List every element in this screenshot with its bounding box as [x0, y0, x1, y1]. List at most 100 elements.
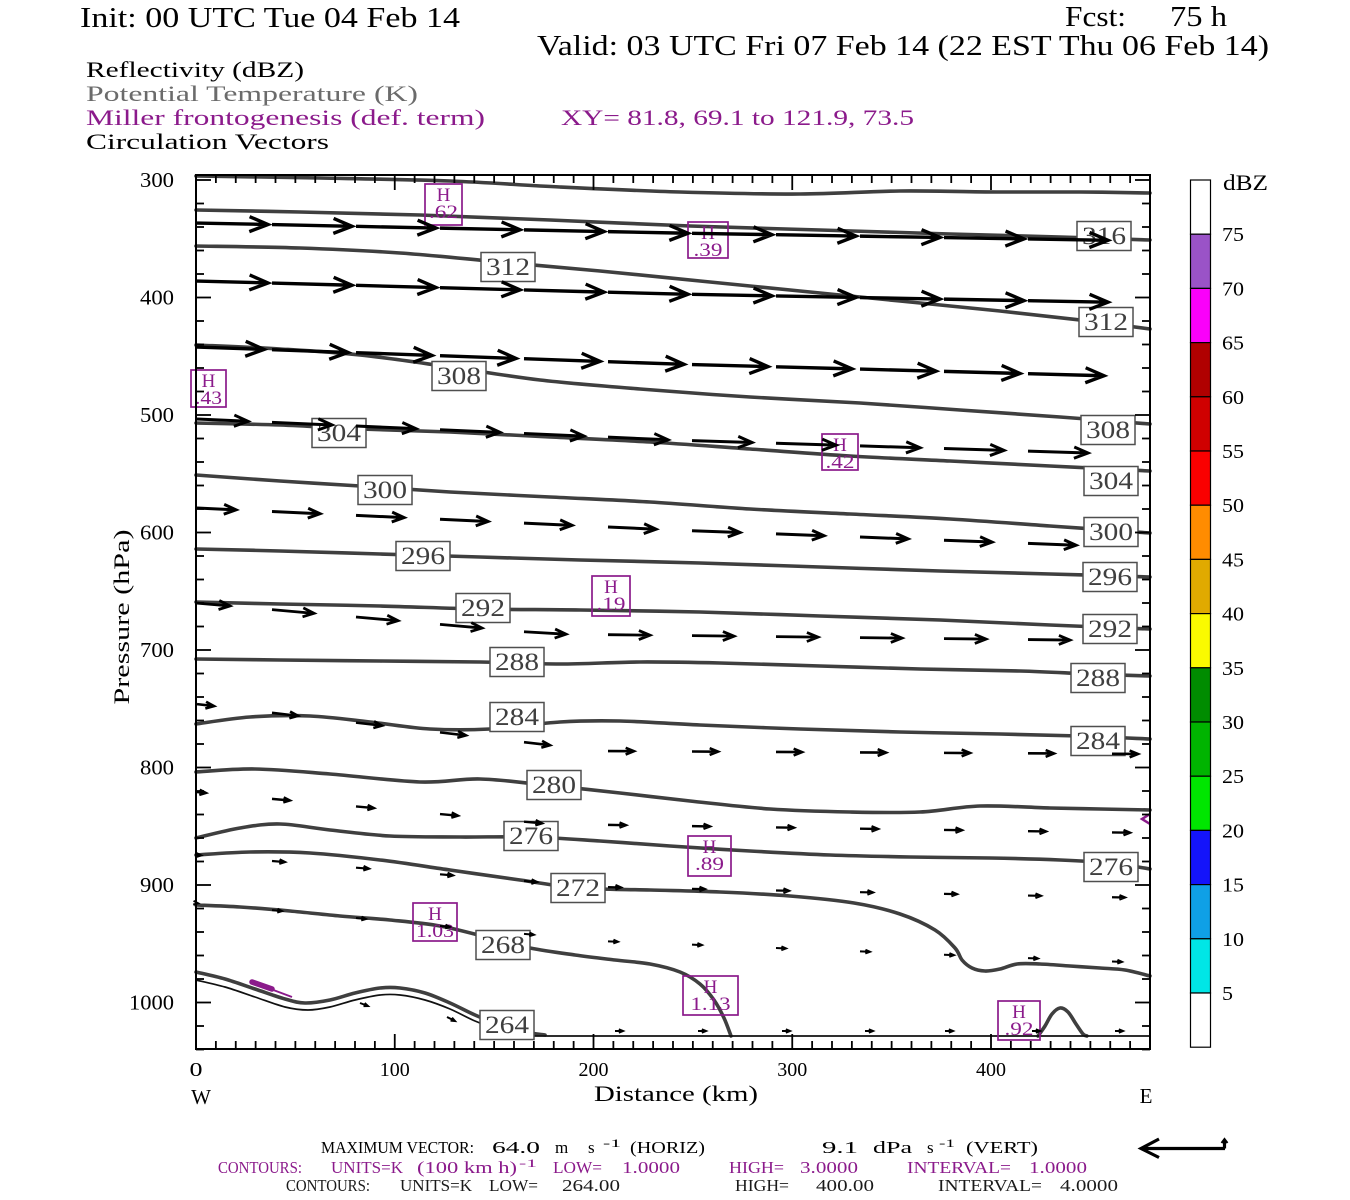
svg-text:Potential Temperature (K): Potential Temperature (K)	[86, 81, 418, 106]
svg-text:.42: .42	[826, 452, 855, 473]
svg-text:H: H	[202, 371, 216, 392]
svg-text:272: 272	[556, 875, 600, 902]
svg-text:dPa: dPa	[873, 1138, 913, 1157]
svg-text:312: 312	[486, 254, 530, 281]
svg-text:400.00: 400.00	[816, 1176, 874, 1195]
svg-text:H: H	[604, 577, 618, 598]
svg-text:312: 312	[1084, 309, 1128, 336]
svg-text:500: 500	[140, 403, 174, 427]
svg-text:9.1: 9.1	[822, 1138, 858, 1157]
svg-text:0: 0	[190, 1059, 203, 1081]
svg-text:3.0000: 3.0000	[800, 1158, 858, 1177]
svg-text:60: 60	[1222, 387, 1244, 409]
svg-text:292: 292	[1088, 616, 1132, 643]
svg-text:H: H	[437, 185, 451, 206]
svg-text:276: 276	[509, 823, 553, 850]
svg-text:300: 300	[1089, 519, 1133, 546]
svg-text:HIGH=: HIGH=	[729, 1158, 784, 1177]
svg-text:UNITS=K: UNITS=K	[331, 1158, 404, 1177]
svg-text:W: W	[191, 1085, 211, 1109]
svg-text:800: 800	[140, 756, 174, 780]
svg-text:15: 15	[1222, 875, 1244, 897]
svg-text:-1: -1	[519, 1156, 537, 1170]
svg-text:(100 km h): (100 km h)	[417, 1158, 517, 1177]
svg-text:Distance (km): Distance (km)	[594, 1081, 758, 1106]
svg-text:.92: .92	[1005, 1019, 1034, 1040]
svg-text:64.0: 64.0	[492, 1138, 540, 1157]
svg-text:H: H	[428, 904, 442, 925]
svg-text:1000: 1000	[129, 991, 174, 1015]
svg-text:100: 100	[380, 1059, 410, 1081]
svg-text:m: m	[555, 1138, 568, 1157]
svg-text:4.0000: 4.0000	[1060, 1176, 1118, 1195]
svg-text:(VERT): (VERT)	[966, 1138, 1038, 1157]
svg-text:65: 65	[1222, 333, 1244, 355]
svg-text:Miller frontogenesis (def. ter: Miller frontogenesis (def. term)	[86, 105, 485, 130]
svg-text:H: H	[833, 435, 847, 456]
svg-text:.89: .89	[695, 854, 724, 875]
svg-text:s: s	[927, 1138, 934, 1157]
svg-text:.43: .43	[195, 388, 222, 409]
svg-text:900: 900	[140, 873, 174, 897]
svg-text:Circulation Vectors: Circulation Vectors	[86, 129, 329, 154]
svg-text:276: 276	[1089, 854, 1133, 881]
svg-text:284: 284	[495, 704, 540, 731]
svg-text:Pressure (hPa): Pressure (hPa)	[109, 530, 134, 705]
svg-text:Init: 00 UTC Tue 04 Feb 14: Init: 00 UTC Tue 04 Feb 14	[80, 2, 461, 34]
svg-text:308: 308	[437, 363, 481, 390]
svg-text:XY= 81.8, 69.1 to 121.9, 73.5: XY= 81.8, 69.1 to 121.9, 73.5	[561, 105, 914, 130]
svg-text:300: 300	[140, 168, 174, 192]
svg-text:292: 292	[461, 595, 505, 622]
svg-text:264: 264	[485, 1012, 530, 1039]
svg-text:700: 700	[140, 638, 174, 662]
svg-text:300: 300	[363, 477, 407, 504]
svg-text:-1: -1	[603, 1136, 621, 1150]
svg-text:268: 268	[481, 932, 525, 959]
svg-text:10: 10	[1222, 929, 1244, 951]
svg-text:296: 296	[401, 543, 445, 570]
svg-text:dBZ: dBZ	[1223, 170, 1268, 195]
svg-text:600: 600	[140, 521, 174, 545]
svg-text:Reflectivity (dBZ): Reflectivity (dBZ)	[86, 57, 304, 82]
svg-text:200: 200	[579, 1059, 609, 1081]
svg-text:400: 400	[976, 1059, 1006, 1081]
svg-text:288: 288	[1076, 665, 1120, 692]
svg-text:MAXIMUM VECTOR:: MAXIMUM VECTOR:	[321, 1138, 474, 1157]
svg-text:H: H	[704, 977, 718, 998]
svg-text:1.03: 1.03	[416, 921, 454, 942]
svg-text:300: 300	[777, 1059, 807, 1081]
svg-text:.39: .39	[694, 240, 723, 261]
svg-text:Valid: 03 UTC Fri 07 Feb 14 (2: Valid: 03 UTC Fri 07 Feb 14 (22 EST Thu …	[537, 30, 1269, 62]
svg-text:45: 45	[1222, 549, 1244, 571]
svg-text:288: 288	[495, 649, 539, 676]
svg-text:5: 5	[1222, 983, 1233, 1005]
svg-text:50: 50	[1222, 495, 1244, 517]
svg-text:INTERVAL=: INTERVAL=	[907, 1158, 1011, 1177]
svg-text:UNITS=K: UNITS=K	[400, 1176, 473, 1195]
svg-text:70: 70	[1222, 278, 1244, 300]
svg-text:30: 30	[1222, 712, 1244, 734]
svg-text:LOW=: LOW=	[489, 1176, 538, 1195]
svg-text:.62: .62	[429, 202, 458, 223]
svg-text:20: 20	[1222, 820, 1244, 842]
svg-text:CONTOURS:: CONTOURS:	[218, 1158, 302, 1177]
svg-text:LOW=: LOW=	[553, 1158, 602, 1177]
svg-text:CONTOURS:: CONTOURS:	[286, 1176, 370, 1195]
svg-text:(HORIZ): (HORIZ)	[630, 1138, 705, 1157]
svg-text:1.0000: 1.0000	[1029, 1158, 1087, 1177]
svg-text:s: s	[588, 1138, 595, 1157]
svg-text:25: 25	[1222, 766, 1244, 788]
svg-text:40: 40	[1222, 604, 1244, 626]
svg-text:Fcst:: Fcst:	[1065, 1, 1126, 33]
svg-text:H: H	[703, 837, 717, 858]
svg-text:280: 280	[532, 772, 576, 799]
svg-text:H: H	[1012, 1002, 1026, 1023]
svg-text:304: 304	[1089, 468, 1134, 495]
svg-text:75: 75	[1222, 224, 1244, 246]
svg-text:308: 308	[1086, 417, 1130, 444]
svg-text:75 h: 75 h	[1170, 1, 1228, 33]
svg-text:400: 400	[140, 286, 174, 310]
svg-text:35: 35	[1222, 658, 1244, 680]
svg-text:1.0000: 1.0000	[622, 1158, 680, 1177]
svg-text:55: 55	[1222, 441, 1244, 463]
